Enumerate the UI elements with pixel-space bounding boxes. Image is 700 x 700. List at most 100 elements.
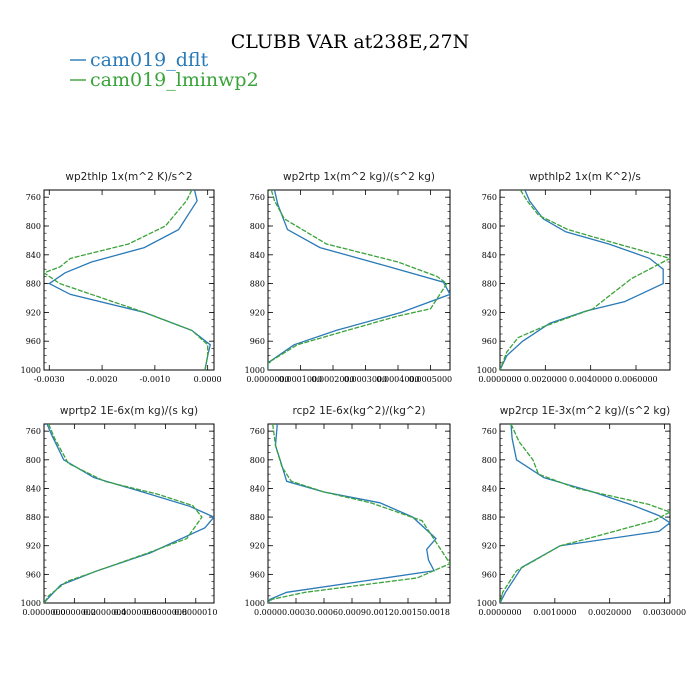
series-line-lminwp2 xyxy=(500,190,670,370)
plot-frame xyxy=(267,423,451,604)
y-tick-label: 1000 xyxy=(245,599,265,608)
y-tick-label: 800 xyxy=(250,222,265,231)
y-tick-label: 960 xyxy=(482,570,497,579)
y-tick-label: 840 xyxy=(250,484,265,493)
x-tick-label: -0.0020 xyxy=(87,375,118,384)
series-line-dflt xyxy=(48,190,212,370)
y-tick-label: 840 xyxy=(250,251,265,260)
y-tick-label: 840 xyxy=(26,484,41,493)
x-tick-label: 0.0010000 xyxy=(533,608,576,617)
y-tick-label: 920 xyxy=(250,542,265,551)
x-tick-label: 0.0005000 xyxy=(409,375,452,384)
x-tick-label: -0.0030 xyxy=(34,375,65,384)
x-tick-label: 0.0006 xyxy=(310,608,338,617)
y-tick-label: 840 xyxy=(26,251,41,260)
x-tick-label: 0.0009 xyxy=(338,608,366,617)
y-tick-label: 1000 xyxy=(21,599,41,608)
panel-title: wpthlp2 1x(m K^2)/s xyxy=(529,171,641,183)
panel-title: rcp2 1E-6x(kg^2)/(kg^2) xyxy=(293,405,426,417)
x-tick-label: 0.0000010 xyxy=(174,608,217,617)
y-tick-label: 920 xyxy=(482,542,497,551)
y-tick-label: 880 xyxy=(26,513,41,522)
plot-frame xyxy=(499,423,671,604)
x-tick-label: 0.0004000 xyxy=(376,375,419,384)
series-line-lminwp2 xyxy=(268,190,448,370)
panel-6: wp2rcp 1E-3x(m^2 kg)/(s^2 kg) 760 800 840 88… xyxy=(477,405,687,617)
series-line-lminwp2 xyxy=(44,424,203,603)
x-tick-label: 0.0000008 xyxy=(144,608,187,617)
x-tick-label: 0.0003000 xyxy=(344,375,387,384)
x-tick-label: 0.0000000 xyxy=(478,375,521,384)
x-tick-label: 0.0020000 xyxy=(588,608,631,617)
figure-title: CLUBB VAR at238E,27N xyxy=(231,31,470,53)
panel-3: wpthlp2 1x(m K^2)/s 760 800 840 880 920 960 100… xyxy=(477,171,671,384)
x-tick-label: 0.0060000 xyxy=(614,375,657,384)
y-tick-label: 920 xyxy=(26,308,41,317)
y-tick-label: 960 xyxy=(26,570,41,579)
x-tick-label: 0.0002000 xyxy=(311,375,354,384)
x-tick-label: 0.0000 xyxy=(254,608,282,617)
y-tick-label: 1000 xyxy=(21,366,41,375)
panel-title: wprtp2 1E-6x(m kg)/(s kg) xyxy=(60,405,198,417)
y-tick-label: 800 xyxy=(482,456,497,465)
series-line-lminwp2 xyxy=(500,424,670,603)
series-line-dflt xyxy=(44,424,214,603)
legend-label-1: cam019_dflt xyxy=(90,49,209,71)
panel-1: wp2thlp 1x(m^2 K)/s^2 760 800 840 880 920 960 1… xyxy=(21,171,222,384)
panel-2: wp2rtp 1x(m^2 kg)/(s^2 kg) 760 800 840 880 92… xyxy=(245,171,452,384)
x-tick-label: 0.0000000 xyxy=(246,375,289,384)
series-line-dflt xyxy=(500,190,664,370)
x-tick-label: 0.0001000 xyxy=(279,375,322,384)
x-tick-label: 0.0000004 xyxy=(83,608,126,617)
x-tick-label: 0.0000000 xyxy=(22,608,65,617)
legend-label-2: cam019_lminwp2 xyxy=(90,69,259,91)
x-tick-label: 0.0003 xyxy=(282,608,310,617)
y-tick-label: 1000 xyxy=(477,599,497,608)
y-tick-label: 760 xyxy=(250,427,265,436)
panel-title: wp2thlp 1x(m^2 K)/s^2 xyxy=(65,171,192,183)
x-tick-label: 0.0018 xyxy=(422,608,450,617)
y-tick-label: 760 xyxy=(482,193,497,202)
panel-5: rcp2 1E-6x(kg^2)/(kg^2) 760 800 840 880 920 96… xyxy=(245,405,451,617)
y-tick-label: 880 xyxy=(250,513,265,522)
y-tick-label: 960 xyxy=(250,570,265,579)
y-tick-label: 960 xyxy=(250,337,265,346)
y-tick-label: 800 xyxy=(26,456,41,465)
y-tick-label: 800 xyxy=(250,456,265,465)
y-tick-label: 800 xyxy=(26,222,41,231)
x-tick-label: 0.0020000 xyxy=(524,375,567,384)
y-tick-label: 880 xyxy=(482,513,497,522)
y-tick-label: 760 xyxy=(26,193,41,202)
x-tick-label: 0.0040000 xyxy=(569,375,612,384)
x-tick-label: 0.0030000 xyxy=(643,608,686,617)
series-line-lminwp2 xyxy=(268,424,450,603)
y-tick-label: 760 xyxy=(482,427,497,436)
y-tick-label: 800 xyxy=(482,222,497,231)
y-tick-label: 920 xyxy=(250,308,265,317)
y-tick-label: 960 xyxy=(26,337,41,346)
y-tick-label: 1000 xyxy=(245,366,265,375)
series-line-lminwp2 xyxy=(44,190,209,370)
x-tick-label: -0.0010 xyxy=(140,375,171,384)
y-tick-label: 920 xyxy=(482,308,497,317)
plot-frame xyxy=(499,189,671,371)
y-tick-label: 840 xyxy=(482,251,497,260)
panel-title: wp2rcp 1E-3x(m^2 kg)/(s^2 kg) xyxy=(500,405,671,417)
x-tick-label: 0.0012 xyxy=(366,608,394,617)
y-tick-label: 760 xyxy=(26,427,41,436)
x-tick-label: 0.0015 xyxy=(394,608,422,617)
y-tick-label: 880 xyxy=(26,280,41,289)
plot-frame xyxy=(43,423,215,604)
y-tick-label: 840 xyxy=(482,484,497,493)
y-tick-label: 1000 xyxy=(477,366,497,375)
panel-4: wprtp2 1E-6x(m kg)/(s kg) 760 800 840 880 920… xyxy=(21,405,218,617)
y-tick-label: 880 xyxy=(250,280,265,289)
y-tick-label: 760 xyxy=(250,193,265,202)
plot-frame xyxy=(43,189,215,371)
x-tick-label: 0.0000002 xyxy=(53,608,96,617)
y-tick-label: 920 xyxy=(26,542,41,551)
x-tick-label: 0.0000000 xyxy=(478,608,521,617)
series-line-dflt xyxy=(268,424,437,603)
